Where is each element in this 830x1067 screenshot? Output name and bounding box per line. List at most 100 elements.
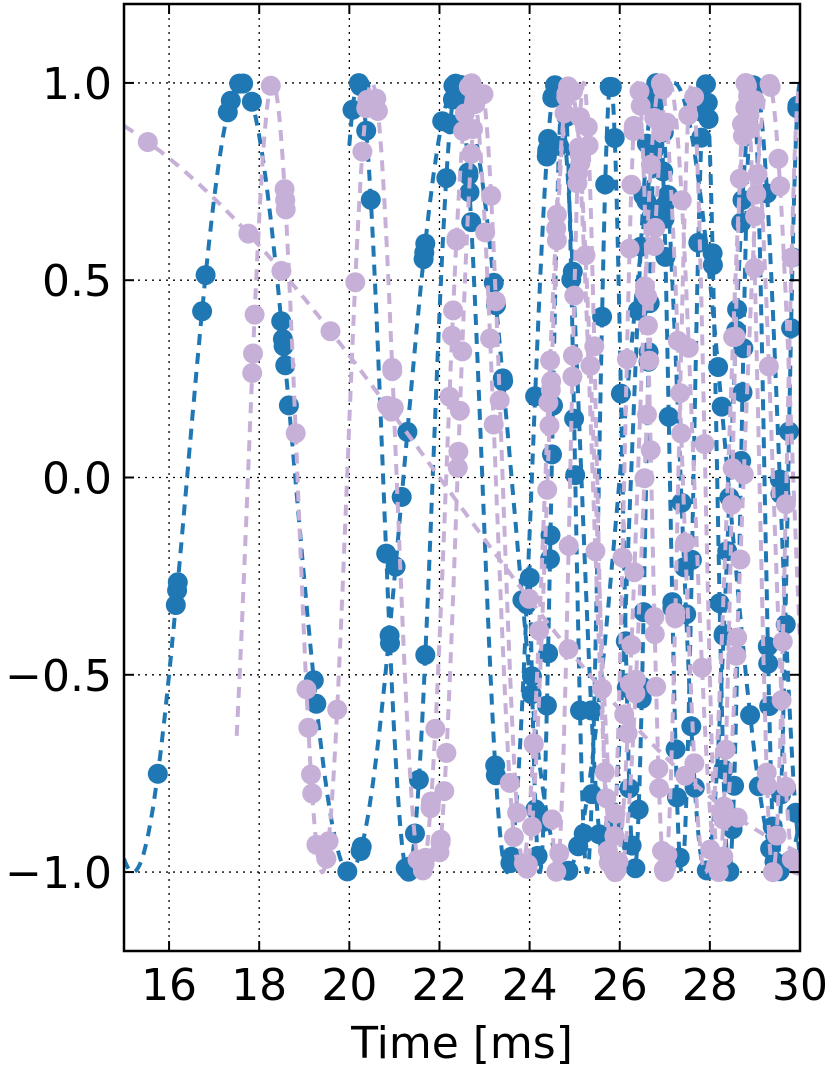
series-1-point <box>675 532 696 553</box>
series-1-point <box>434 781 455 802</box>
series-1-point <box>630 95 651 116</box>
series-1-point <box>671 190 692 211</box>
series-1-point <box>541 371 562 392</box>
series-0-point <box>376 543 397 564</box>
series-0-point <box>415 644 436 665</box>
series-0-point <box>415 233 436 254</box>
series-1-point <box>275 190 296 211</box>
series-0-point <box>379 625 400 646</box>
series-1-point <box>546 861 567 882</box>
series-1-point <box>684 753 705 774</box>
series-1-point <box>298 717 319 738</box>
series-1-point <box>730 549 751 570</box>
series-1-point <box>623 121 644 141</box>
series-1-point <box>425 718 446 739</box>
series-1-point <box>519 588 540 609</box>
series-0-point <box>306 693 327 714</box>
plot-area <box>124 73 800 883</box>
series-1-point <box>539 415 560 436</box>
series-1-point <box>667 330 688 351</box>
series-1-point <box>320 321 341 342</box>
series-1-point <box>452 341 473 362</box>
series-0-point <box>167 572 188 593</box>
series-0-point <box>485 755 506 776</box>
series-0-point <box>241 91 262 112</box>
x-tick-label-2: 20 <box>321 960 377 1011</box>
series-1-point <box>568 137 589 158</box>
series-1-point <box>442 325 462 346</box>
x-tick-label-7: 30 <box>772 960 828 1011</box>
series-0-point <box>492 368 513 389</box>
series-1-point <box>507 802 528 823</box>
series-0-point <box>740 705 761 726</box>
series-1-point <box>725 326 746 347</box>
series-1-point <box>327 699 348 720</box>
y-tick-label-1: −0.5 <box>5 651 112 702</box>
x-tick-label-4: 24 <box>502 960 558 1011</box>
series-1-point <box>762 862 783 883</box>
series-1-point <box>461 143 482 164</box>
series-1-point <box>739 105 760 126</box>
series-0-point <box>708 357 729 377</box>
series-0-point <box>654 196 675 217</box>
series-1-point <box>285 423 306 444</box>
series-1-point <box>708 862 729 882</box>
series-1-point <box>729 168 750 189</box>
series-0-point <box>595 174 616 195</box>
series-1-point <box>758 356 779 377</box>
series-1-point <box>629 81 650 102</box>
series-1-point <box>694 434 715 454</box>
series-0-point <box>217 102 238 123</box>
series-1-point <box>383 397 404 418</box>
series-1-point <box>746 184 767 205</box>
series-0-point <box>604 128 625 148</box>
series-0-point <box>665 739 686 760</box>
x-tick-label-3: 22 <box>411 960 467 1011</box>
series-1-point <box>649 778 670 799</box>
series-0-point <box>337 861 358 882</box>
series-0-point <box>713 759 734 780</box>
series-1-point <box>436 742 457 763</box>
x-tick-label-1: 18 <box>231 960 287 1011</box>
series-0-point <box>536 695 557 716</box>
y-tick-label-0: −1.0 <box>5 848 112 899</box>
series-1-point <box>585 541 606 562</box>
series-1-point <box>522 816 542 837</box>
series-1-point <box>651 74 672 94</box>
series-1-line-3 <box>550 79 800 876</box>
series-1-point <box>616 349 637 370</box>
series-1-point <box>670 383 691 404</box>
series-1-point <box>449 400 470 421</box>
series-0-point <box>436 168 457 189</box>
series-1-point <box>646 676 667 697</box>
series-1-point <box>612 547 633 568</box>
series-1-point <box>644 236 665 256</box>
series-1-point <box>570 107 591 128</box>
series-1-point <box>775 494 796 515</box>
series-1-point <box>306 834 327 855</box>
series-1-point <box>447 457 468 478</box>
series-1-point <box>523 734 544 755</box>
series-1-point <box>653 859 674 880</box>
series-1-point <box>542 809 563 830</box>
series-1-point <box>722 458 743 479</box>
series-1-point <box>617 723 638 744</box>
series-1-point <box>759 73 780 94</box>
series-0-point <box>625 858 646 879</box>
series-0-point <box>549 135 570 156</box>
series-0-point <box>356 120 377 141</box>
series-1-point <box>439 386 460 407</box>
series-1-point <box>745 206 766 227</box>
series-0-point <box>273 336 294 357</box>
y-tick-label-3: 0.5 <box>42 256 112 307</box>
series-0-point <box>442 89 463 110</box>
series-1-point <box>260 75 281 96</box>
series-1-point <box>757 775 778 796</box>
series-0-point <box>702 243 723 264</box>
series-1-point <box>382 361 403 382</box>
series-1-point <box>684 86 705 107</box>
series-1-point <box>692 657 712 678</box>
series-1-point <box>430 832 451 853</box>
series-0-point <box>698 109 719 129</box>
series-0-point <box>348 73 369 94</box>
